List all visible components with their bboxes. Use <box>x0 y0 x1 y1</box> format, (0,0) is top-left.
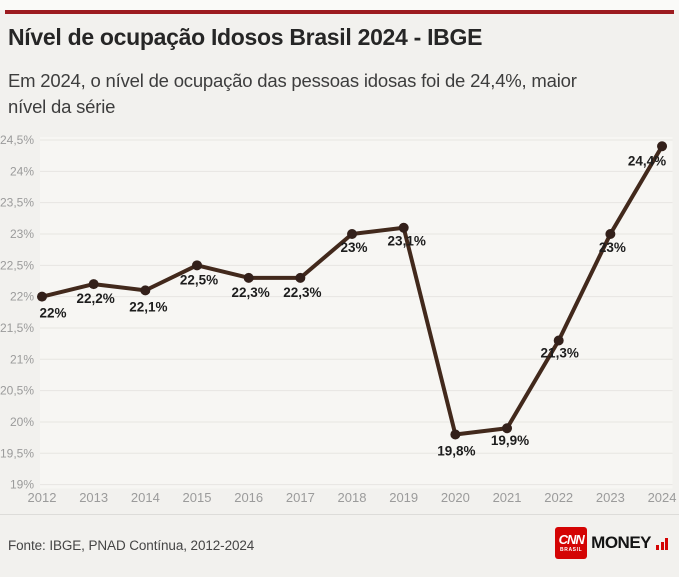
svg-text:24,4%: 24,4% <box>628 153 666 168</box>
svg-text:22,3%: 22,3% <box>283 285 321 300</box>
svg-text:24%: 24% <box>10 164 34 178</box>
svg-text:22,3%: 22,3% <box>232 285 270 300</box>
svg-text:19%: 19% <box>10 478 34 492</box>
svg-text:22%: 22% <box>39 306 66 321</box>
chart-title: Nível de ocupação Idosos Brasil 2024 - I… <box>8 24 483 50</box>
svg-text:23%: 23% <box>341 240 368 255</box>
svg-text:22%: 22% <box>10 290 34 304</box>
svg-text:2022: 2022 <box>544 490 573 505</box>
svg-text:2012: 2012 <box>28 490 57 505</box>
accent-bar <box>5 10 674 14</box>
svg-text:23,1%: 23,1% <box>388 234 426 249</box>
line-chart-svg: 24,5% 24% 23,5% 23% 22,5% 22% 21,5% 21% 20,5% 20%… <box>0 133 677 505</box>
svg-text:23%: 23% <box>10 227 34 241</box>
svg-text:2023: 2023 <box>596 490 625 505</box>
svg-text:19,5%: 19,5% <box>0 446 34 460</box>
svg-text:2021: 2021 <box>493 490 522 505</box>
svg-text:2013: 2013 <box>79 490 108 505</box>
footer-divider <box>0 514 679 515</box>
source-text: Fonte: IBGE, PNAD Contínua, 2012-2024 <box>8 538 255 553</box>
svg-text:22,1%: 22,1% <box>129 299 167 314</box>
money-logo-text: MONEY <box>591 533 651 552</box>
svg-text:2017: 2017 <box>286 490 315 505</box>
top-strip <box>0 0 679 10</box>
svg-text:2019: 2019 <box>389 490 418 505</box>
svg-text:2024: 2024 <box>648 490 677 505</box>
svg-text:21%: 21% <box>10 352 34 366</box>
svg-text:22,2%: 22,2% <box>77 291 115 306</box>
svg-text:2014: 2014 <box>131 490 160 505</box>
bar-chart-icon <box>656 537 668 550</box>
chart-subtitle: Em 2024, o nível de ocupação das pessoas… <box>8 70 577 118</box>
svg-text:19,9%: 19,9% <box>491 433 529 448</box>
svg-text:2020: 2020 <box>441 490 470 505</box>
svg-text:19,8%: 19,8% <box>437 444 475 459</box>
line-chart: 24,5% 24% 23,5% 23% 22,5% 22% 21,5% 21% 20,5% 20%… <box>0 130 679 510</box>
svg-text:2015: 2015 <box>183 490 212 505</box>
svg-text:23%: 23% <box>599 240 626 255</box>
cnn-logo-text: CNN <box>558 532 585 547</box>
svg-text:21,5%: 21,5% <box>0 321 34 335</box>
cnn-brasil-text: BRASIL <box>560 547 583 553</box>
svg-text:24,5%: 24,5% <box>0 133 34 147</box>
cnn-money-logo: CNN BRASIL MONEY <box>555 527 668 559</box>
svg-text:20%: 20% <box>10 415 34 429</box>
cnn-brasil-logo: CNN BRASIL <box>555 527 588 559</box>
svg-text:20,5%: 20,5% <box>0 384 34 398</box>
svg-text:21,3%: 21,3% <box>541 346 579 361</box>
svg-text:2018: 2018 <box>338 490 367 505</box>
svg-text:22,5%: 22,5% <box>180 272 218 287</box>
svg-text:23,5%: 23,5% <box>0 196 34 210</box>
svg-text:22,5%: 22,5% <box>0 258 34 272</box>
svg-text:2016: 2016 <box>234 490 263 505</box>
